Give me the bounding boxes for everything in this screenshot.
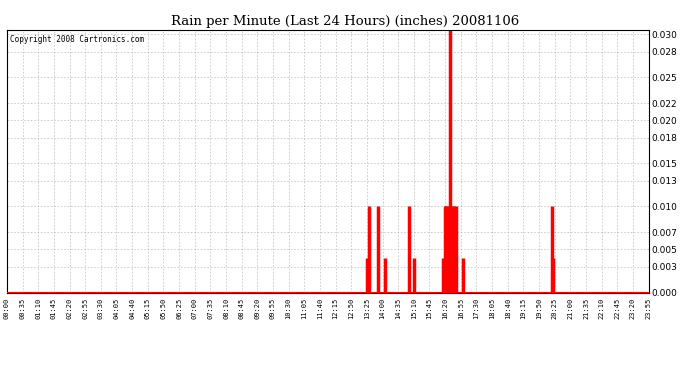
Text: Copyright 2008 Cartronics.com: Copyright 2008 Cartronics.com	[10, 35, 144, 44]
Text: Rain per Minute (Last 24 Hours) (inches) 20081106: Rain per Minute (Last 24 Hours) (inches)…	[171, 15, 519, 28]
